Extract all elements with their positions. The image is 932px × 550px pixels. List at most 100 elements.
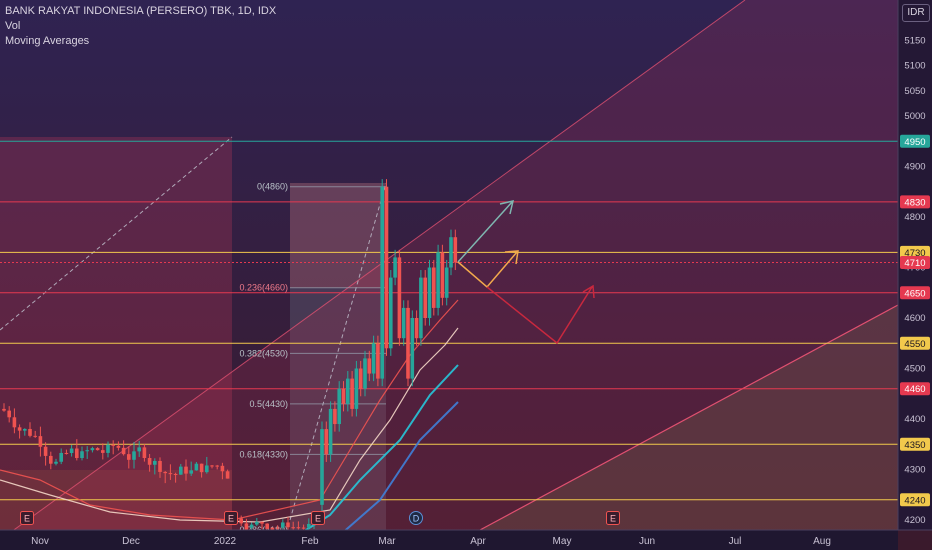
candle-body [194, 463, 199, 471]
candle-body [410, 318, 415, 379]
event-marker-text: E [315, 514, 321, 524]
level-badge-4460 [900, 382, 930, 396]
candle-body [265, 523, 269, 529]
fib-label-0.618(4330): 0.618(4330) [239, 449, 288, 459]
symbol-title[interactable]: BANK RAKYAT INDONESIA (PERSERO) TBK, 1D,… [5, 5, 277, 17]
left-zone [0, 137, 232, 530]
candle-body [179, 466, 183, 475]
candle-body [106, 444, 110, 453]
time-axis[interactable] [0, 530, 898, 550]
y-tick-4800: 4800 [904, 212, 925, 223]
candle-body [38, 436, 43, 447]
candle-body [163, 471, 167, 474]
candle-body [397, 257, 402, 339]
volume-indicator-label[interactable]: Vol [5, 20, 21, 32]
candlesticks [2, 179, 458, 534]
candle-body [296, 527, 301, 529]
moving-averages-label[interactable]: Moving Averages [5, 35, 90, 47]
candle-body [69, 448, 74, 454]
candle-body [184, 466, 188, 474]
horizontal-levels [0, 140, 898, 501]
x-tick-Jun: Jun [639, 536, 655, 547]
level-badge-text-4550: 4550 [904, 339, 925, 350]
y-tick-4600: 4600 [904, 313, 925, 324]
level-badge-text-4830: 4830 [904, 197, 925, 208]
level-badge-4730 [900, 245, 930, 259]
candle-body [80, 451, 84, 459]
candle-body [127, 454, 131, 460]
level-badge-text-4350: 4350 [904, 440, 925, 451]
candle-body [367, 358, 372, 374]
candle-body [210, 465, 214, 467]
arrow-zigzag-red [486, 284, 595, 345]
candle-body [49, 455, 53, 464]
candle-body [225, 471, 230, 479]
level-badge-text-4460: 4460 [904, 384, 925, 395]
candle-body [432, 267, 436, 308]
candle-body [153, 460, 157, 465]
candle-body [354, 368, 359, 409]
candle-body [17, 427, 22, 431]
candle-body [101, 450, 105, 453]
candle-body [12, 417, 17, 428]
candle-body [350, 378, 354, 409]
dashed-trend-line [0, 136, 233, 331]
candle-body [85, 450, 89, 452]
y-tick-4500: 4500 [904, 364, 925, 375]
x-tick-Jul: Jul [729, 536, 742, 547]
candle-body [199, 463, 204, 473]
candle-body [444, 267, 449, 298]
candle-body [43, 446, 48, 456]
candle-body [54, 461, 58, 464]
x-tick-Aug: Aug [813, 536, 831, 547]
level-badge-4240 [900, 493, 930, 507]
candle-body [220, 465, 225, 472]
candle-body [215, 465, 219, 467]
candle-body [449, 237, 453, 268]
y-tick-5100: 5100 [904, 61, 925, 72]
candle-body [380, 186, 384, 379]
earnings-marker-icon [606, 511, 620, 525]
earnings-marker-icon [20, 511, 34, 525]
candle-body [244, 523, 249, 530]
candle-body [2, 408, 6, 411]
candle-body [384, 186, 389, 349]
y-tick-4400: 4400 [904, 414, 925, 425]
level-badge-text-4950: 4950 [904, 137, 925, 148]
candle-body [301, 527, 306, 529]
candle-body [328, 408, 333, 455]
x-tick-Apr: Apr [470, 536, 486, 547]
event-marker-text: E [228, 514, 234, 524]
y-tick-4300: 4300 [904, 465, 925, 476]
candle-body [358, 368, 363, 389]
candle-body [28, 428, 32, 436]
dividend-marker-icon [409, 511, 423, 525]
level-badge-text-4710: 4710 [904, 258, 925, 269]
fib-diagonal [289, 182, 387, 521]
candle-body [239, 518, 243, 524]
candle-body [436, 252, 440, 308]
candle-body [376, 343, 380, 379]
ma-line-2 [0, 327, 459, 523]
candle-body [346, 378, 350, 404]
candle-body [393, 257, 397, 278]
y-tick-5000: 5000 [904, 111, 925, 122]
currency-badge[interactable]: IDR [902, 4, 930, 22]
candle-body [270, 527, 275, 531]
candle-body [7, 410, 11, 418]
candle-body [173, 474, 178, 476]
candle-body [275, 527, 280, 529]
candle-body [440, 252, 445, 298]
candle-body [324, 429, 329, 455]
candle-body [401, 307, 406, 339]
candle-body [121, 447, 126, 455]
y-tick-5050: 5050 [904, 86, 925, 97]
earnings-marker-icon [224, 511, 238, 525]
candle-body [137, 447, 141, 452]
candle-body [371, 343, 376, 374]
